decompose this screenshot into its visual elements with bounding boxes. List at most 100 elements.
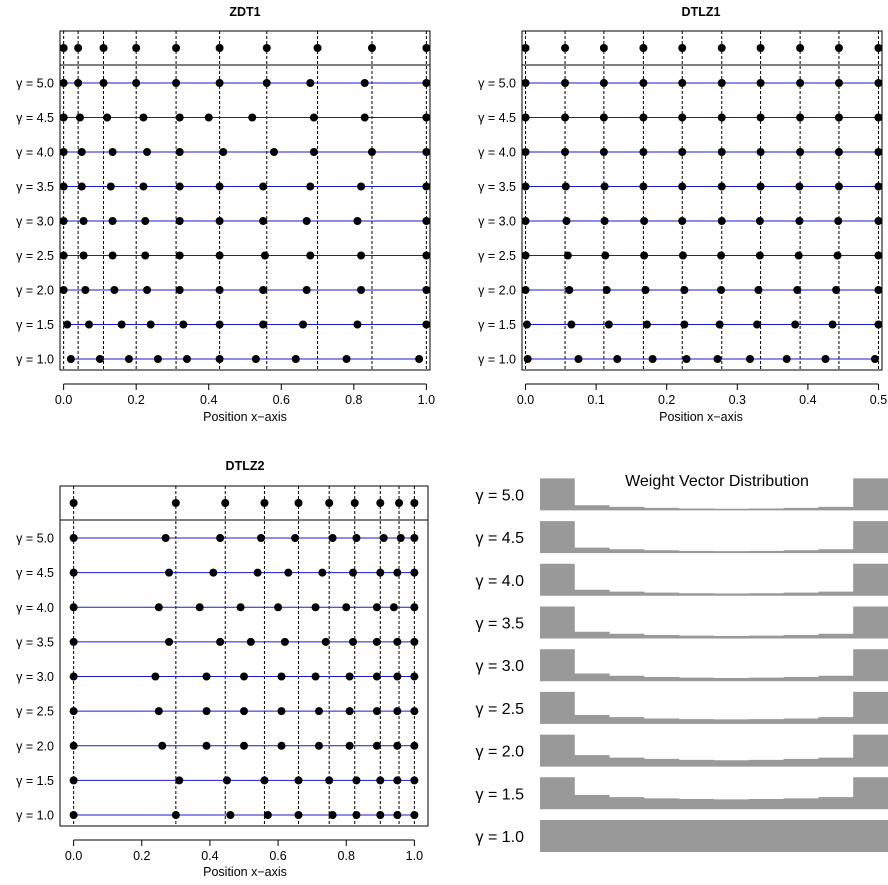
zdt1-point [415, 355, 424, 363]
weight-bar [540, 521, 888, 554]
zdt1-point [99, 79, 108, 87]
dtlz2-point [222, 776, 231, 785]
zdt1-point [357, 251, 366, 260]
zdt1-point [270, 148, 279, 156]
zdt1-point [59, 251, 68, 260]
dtlz2-point [311, 603, 320, 612]
zdt1-point [110, 286, 119, 294]
dtlz1-xlabel: Position x−axis [659, 410, 743, 424]
weight-label: γ = 2.0 [476, 744, 525, 761]
dtlz2-y-label: γ = 3.0 [16, 670, 54, 684]
dtlz2-point [236, 603, 245, 612]
zdt1-point [175, 286, 184, 294]
dtlz2-point [202, 741, 211, 750]
dtlz1-y-label: γ = 2.0 [478, 284, 516, 298]
zdt1-y-label: γ = 1.0 [16, 353, 54, 367]
dtlz1-point [574, 355, 583, 363]
dtlz2-point [311, 672, 320, 681]
dtlz1-point [794, 251, 803, 260]
dtlz2-point [352, 811, 361, 819]
zdt1-point [117, 320, 126, 329]
zdt1-point [143, 148, 152, 156]
dtlz1-y-label: γ = 2.5 [478, 249, 516, 263]
dtlz1-point [793, 286, 802, 294]
zdt1-y-label: γ = 1.5 [16, 318, 54, 332]
zdt1-xlabel: Position x−axis [203, 410, 287, 424]
dtlz1-point [870, 355, 879, 363]
weight-bar [540, 563, 888, 596]
dtlz1-point [600, 182, 609, 191]
dtlz2-point [216, 637, 225, 646]
dtlz2-point [410, 811, 419, 819]
dtlz1-point [602, 286, 611, 294]
dtlz1-point [717, 113, 726, 122]
dtlz1-point [874, 217, 883, 225]
zdt1-point [309, 113, 318, 122]
dtlz2-point [69, 776, 78, 785]
zdt1-y-label: γ = 4.0 [16, 146, 54, 160]
dtlz2-point [277, 707, 286, 716]
weight-label: γ = 2.5 [476, 701, 525, 718]
dtlz1-y-label: γ = 5.0 [478, 77, 516, 91]
zdt1-point [75, 113, 84, 122]
dtlz2-point [291, 534, 300, 542]
dtlz2-ref-point [294, 499, 303, 507]
dtlz2-point [410, 568, 419, 577]
dtlz2-point [352, 776, 361, 785]
zdt1-point [360, 79, 369, 87]
dtlz2-point [376, 568, 385, 577]
zdt1-point [215, 355, 224, 363]
dtlz1-x-tick-label: 0.0 [517, 393, 534, 407]
dtlz2-point [410, 776, 419, 785]
dtlz1-point [678, 182, 687, 191]
zdt1-point [81, 286, 90, 294]
dtlz1-point [795, 182, 804, 191]
dtlz1-point [521, 79, 530, 87]
dtlz2-point [209, 568, 218, 577]
zdt1-point [422, 113, 431, 122]
dtlz1-point [523, 355, 532, 363]
zdt1-point [219, 148, 228, 156]
dtlz1-y-label: γ = 4.5 [478, 111, 516, 125]
dtlz1-point [521, 182, 530, 191]
dtlz1-point [561, 148, 570, 156]
dtlz2-ref-point [69, 499, 78, 507]
weight-bar [540, 606, 888, 639]
dtlz1-ref-point [756, 44, 765, 52]
dtlz2-point [280, 637, 289, 646]
dtlz2-point [349, 637, 358, 646]
dtlz1-y-label: γ = 1.0 [478, 353, 516, 367]
dtlz2-point [325, 776, 334, 785]
zdt1-point [79, 251, 88, 260]
zdt1-ref-point [59, 44, 68, 52]
dtlz1-point [717, 217, 726, 225]
dtlz1-point [599, 148, 608, 156]
zdt1-point [108, 217, 117, 225]
weight-bar [540, 734, 888, 767]
zdt1-x-tick-label: 1.0 [418, 393, 435, 407]
dtlz2-point [260, 776, 269, 785]
zdt1-ref-point [99, 44, 108, 52]
zdt1-ref-point [262, 44, 271, 52]
dtlz2-point [314, 707, 323, 716]
zdt1-ref-point [313, 44, 322, 52]
zdt1-point [306, 182, 315, 191]
dtlz1-point [604, 320, 613, 329]
dtlz2-ref-point [410, 499, 419, 507]
dtlz1-point [834, 182, 843, 191]
dtlz2-point [345, 672, 354, 681]
zdt1-point [179, 320, 188, 329]
dtlz2-point [410, 707, 419, 716]
dtlz1-point [756, 182, 765, 191]
dtlz2-y-label: γ = 4.0 [16, 601, 54, 615]
zdt1-point [103, 113, 112, 122]
zdt1-y-label: γ = 4.5 [16, 111, 54, 125]
dtlz1-panel: γ = 1.0 γ = 1.5 γ = 2.0 γ = 2.5 γ = 3.0 γ = 3… [478, 30, 887, 407]
dtlz2-point [393, 637, 402, 646]
zdt1-ref-point [74, 44, 83, 52]
dtlz1-point [521, 286, 530, 294]
dtlz2-point [69, 672, 78, 681]
dtlz2-point [216, 534, 225, 542]
dtlz1-point [874, 148, 883, 156]
dtlz1-x-tick-label: 0.4 [799, 393, 816, 407]
